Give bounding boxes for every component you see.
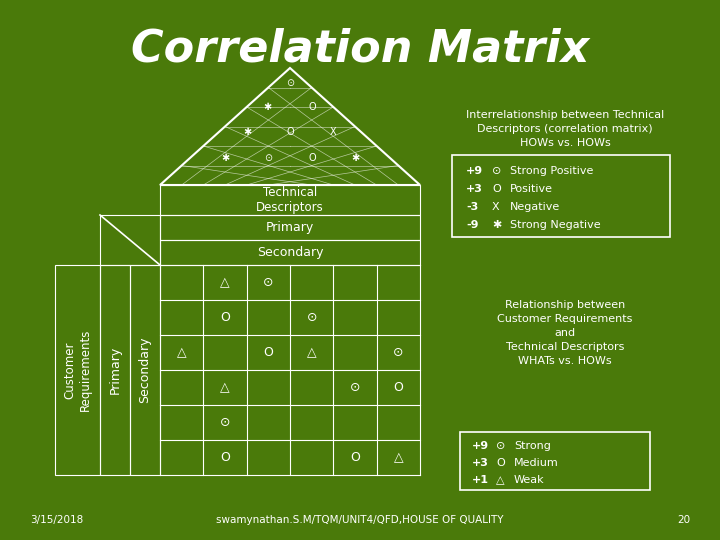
- Text: △: △: [177, 346, 186, 359]
- Text: ⊙: ⊙: [264, 153, 272, 163]
- Text: O: O: [393, 381, 403, 394]
- Text: O: O: [496, 458, 505, 468]
- Text: O: O: [350, 451, 360, 464]
- Bar: [160, 240, 420, 265]
- Text: +1: +1: [472, 475, 489, 485]
- Text: O: O: [220, 451, 230, 464]
- Text: ✱: ✱: [264, 102, 272, 112]
- Text: O: O: [492, 184, 500, 194]
- Text: Secondary: Secondary: [257, 246, 323, 259]
- Text: O: O: [308, 153, 316, 163]
- Bar: [160, 215, 420, 240]
- Text: Medium: Medium: [514, 458, 559, 468]
- Text: +3: +3: [466, 184, 483, 194]
- Text: ⊙: ⊙: [307, 311, 317, 324]
- Text: ⊙: ⊙: [393, 346, 404, 359]
- Text: Strong Negative: Strong Negative: [510, 220, 600, 230]
- Text: -3: -3: [466, 202, 478, 212]
- Text: ⊙: ⊙: [286, 78, 294, 88]
- Text: △: △: [220, 381, 230, 394]
- Text: Correlation Matrix: Correlation Matrix: [131, 28, 589, 71]
- Text: Strong Positive: Strong Positive: [510, 166, 593, 176]
- Text: Primary: Primary: [109, 346, 122, 394]
- Bar: [100, 265, 130, 475]
- Text: △: △: [220, 276, 230, 289]
- Text: O: O: [286, 127, 294, 137]
- Text: ⊙: ⊙: [350, 381, 360, 394]
- Text: Relationship between
Customer Requirements
and
Technical Descriptors
WHATs vs. H: Relationship between Customer Requiremen…: [498, 300, 633, 366]
- Bar: [130, 265, 160, 475]
- Bar: [460, 432, 650, 490]
- Text: Technical
Descriptors: Technical Descriptors: [256, 186, 324, 214]
- Text: ⊙: ⊙: [220, 416, 230, 429]
- Text: Interrelationship between Technical
Descriptors (correlation matrix)
HOWs vs. HO: Interrelationship between Technical Desc…: [466, 110, 664, 148]
- Bar: [55, 265, 100, 475]
- Text: ⊙: ⊙: [263, 276, 274, 289]
- Text: X: X: [492, 202, 500, 212]
- Text: swamynathan.S.M/TQM/UNIT4/QFD,HOUSE OF QUALITY: swamynathan.S.M/TQM/UNIT4/QFD,HOUSE OF Q…: [216, 515, 504, 525]
- Text: ✱: ✱: [351, 153, 359, 163]
- Text: O: O: [308, 102, 316, 112]
- Text: 20: 20: [677, 515, 690, 525]
- Text: 3/15/2018: 3/15/2018: [30, 515, 84, 525]
- Text: Weak: Weak: [514, 475, 544, 485]
- Text: ⊙: ⊙: [496, 441, 505, 451]
- Text: ✱: ✱: [221, 153, 229, 163]
- Text: △: △: [394, 451, 403, 464]
- Text: Secondary: Secondary: [138, 337, 151, 403]
- Text: +9: +9: [466, 166, 483, 176]
- Bar: [452, 155, 670, 237]
- Text: O: O: [264, 346, 274, 359]
- Text: X: X: [330, 127, 336, 137]
- Text: ⊙: ⊙: [492, 166, 501, 176]
- Text: -9: -9: [466, 220, 479, 230]
- Text: △: △: [307, 346, 317, 359]
- Bar: [100, 215, 160, 265]
- Bar: [160, 185, 420, 215]
- Text: O: O: [220, 311, 230, 324]
- Text: +9: +9: [472, 441, 489, 451]
- Text: ✱: ✱: [243, 127, 251, 137]
- Text: Negative: Negative: [510, 202, 560, 212]
- Text: ✱: ✱: [492, 220, 501, 230]
- Text: Primary: Primary: [266, 221, 314, 234]
- Text: △: △: [496, 475, 505, 485]
- Text: Positive: Positive: [510, 184, 553, 194]
- Text: +3: +3: [472, 458, 489, 468]
- Text: Customer
Requirements: Customer Requirements: [63, 329, 91, 411]
- Text: Strong: Strong: [514, 441, 551, 451]
